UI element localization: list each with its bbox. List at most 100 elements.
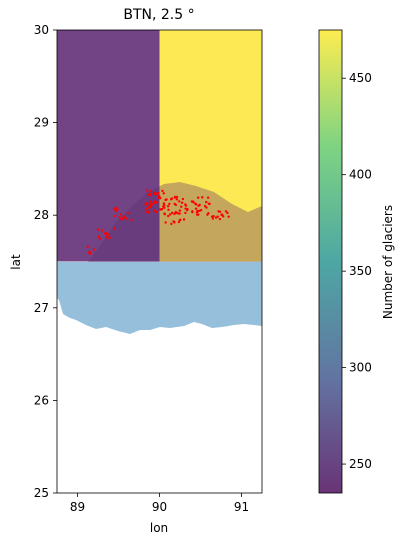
glacier-point <box>182 218 186 221</box>
glacier-point <box>155 200 159 204</box>
colorbar-ticks: 250 300 350 400 450 <box>342 71 372 471</box>
glacier-point <box>218 217 222 221</box>
glacier-point <box>206 196 210 199</box>
glacier-point <box>174 203 178 207</box>
colorbar-tick-label: 250 <box>349 457 372 471</box>
glacier-point <box>161 189 164 193</box>
glacier-point <box>227 215 230 218</box>
y-tick-label: 30 <box>34 23 49 37</box>
glacier-point <box>226 211 229 215</box>
glacier-point <box>177 212 180 215</box>
glacier-point <box>147 206 150 209</box>
glacier-point <box>194 207 198 210</box>
glacier-point <box>97 235 100 238</box>
glacier-point <box>149 189 153 193</box>
lowland-region <box>57 262 262 334</box>
x-axis-ticks: 89 90 91 <box>70 493 249 514</box>
glacier-point <box>181 197 185 201</box>
map-title: BTN, 2.5 ° <box>123 7 194 23</box>
glacier-point <box>148 202 151 205</box>
x-tick-label: 91 <box>234 500 249 514</box>
glacier-point <box>194 203 198 206</box>
colorbar: 250 300 350 400 450 Number of glaciers <box>318 29 395 494</box>
glacier-point <box>100 229 104 232</box>
glacier-point <box>166 204 170 208</box>
glacier-point <box>180 201 184 204</box>
glacier-point <box>154 210 157 213</box>
glacier-point <box>178 200 181 203</box>
glacier-point <box>146 189 149 192</box>
grid-cell-1 <box>57 30 160 262</box>
glacier-point <box>114 209 117 213</box>
glacier-point <box>214 216 218 219</box>
glacier-point <box>184 203 187 206</box>
glacier-point <box>154 192 158 196</box>
glacier-point <box>124 217 128 220</box>
y-tick-label: 26 <box>34 393 49 407</box>
glacier-point <box>162 202 166 205</box>
glacier-point <box>147 211 150 214</box>
colorbar-tick-label: 350 <box>349 264 372 278</box>
x-axis-label: lon <box>150 521 168 535</box>
glacier-point <box>130 218 133 222</box>
glacier-point <box>98 237 102 240</box>
glacier-point <box>218 210 222 214</box>
glacier-point <box>221 215 225 218</box>
grid-cell-2 <box>159 30 262 262</box>
glacier-point <box>163 212 166 215</box>
glacier-point <box>113 207 116 211</box>
y-tick-label: 25 <box>34 486 49 500</box>
glacier-point <box>126 211 129 215</box>
glacier-point <box>123 215 126 218</box>
glacier-point <box>210 215 214 218</box>
map-plot <box>57 30 262 334</box>
colorbar-tick-label: 400 <box>349 168 372 182</box>
glacier-point <box>179 218 182 221</box>
glacier-points <box>86 189 230 255</box>
glacier-point <box>170 222 173 226</box>
glacier-point <box>146 193 150 196</box>
colorbar-label: Number of glaciers <box>381 205 395 319</box>
glacier-point <box>192 200 195 204</box>
glacier-point <box>120 217 124 221</box>
glacier-point <box>196 196 200 199</box>
glacier-point <box>174 210 178 214</box>
glacier-point <box>88 250 91 254</box>
glacier-point <box>145 203 149 206</box>
glacier-point <box>153 201 156 204</box>
glacier-point <box>119 213 123 216</box>
glacier-point <box>175 195 179 199</box>
glacier-point <box>162 192 166 195</box>
y-axis-ticks: 25 26 27 28 29 30 <box>34 23 57 500</box>
x-tick-label: 90 <box>152 500 167 514</box>
glacier-point <box>184 211 187 215</box>
glacier-point <box>165 198 168 201</box>
colorbar-frame <box>318 29 343 494</box>
glacier-point <box>224 210 228 213</box>
glacier-point <box>205 206 208 209</box>
glacier-point <box>170 211 174 215</box>
y-tick-label: 27 <box>34 301 49 315</box>
glacier-point <box>186 208 189 212</box>
glacier-point <box>175 198 179 201</box>
glacier-point <box>205 200 208 204</box>
glacier-point <box>113 214 117 218</box>
glacier-point <box>167 208 170 212</box>
glacier-point <box>163 206 166 209</box>
y-tick-label: 28 <box>34 208 49 222</box>
glacier-point <box>150 203 154 206</box>
glacier-point <box>159 208 163 211</box>
glacier-point <box>201 196 204 199</box>
glacier-point <box>92 248 96 251</box>
glacier-point <box>149 200 153 203</box>
glacier-point <box>195 211 199 214</box>
glacier-point <box>197 213 200 216</box>
glacier-point <box>173 195 177 199</box>
x-tick-label: 89 <box>70 500 85 514</box>
glacier-point <box>220 213 223 217</box>
glacier-point <box>180 205 183 208</box>
glacier-point <box>158 195 161 199</box>
glacier-point <box>148 204 152 208</box>
glacier-point <box>144 207 148 211</box>
glacier-point <box>198 203 201 207</box>
